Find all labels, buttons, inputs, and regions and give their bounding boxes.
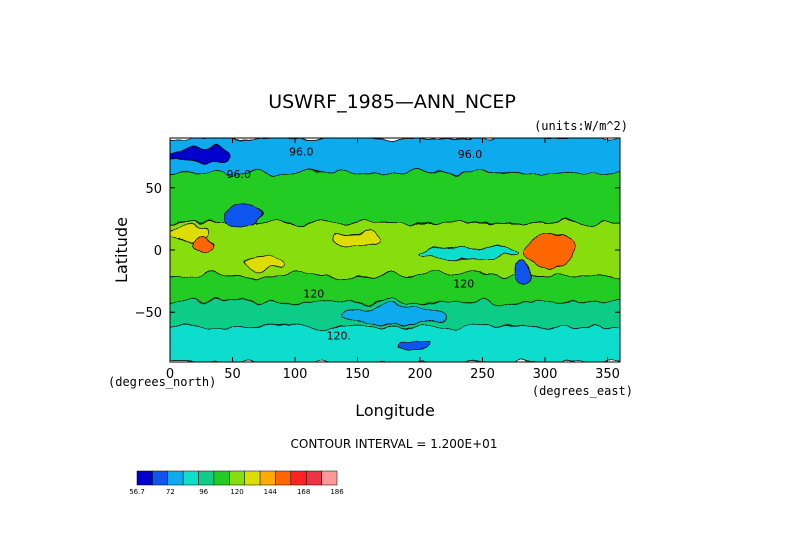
colorbar-tick-label: 186	[330, 488, 344, 496]
x-tick-label: 150	[345, 367, 370, 382]
contour-labels: 96.0 96.0 96.0 120 120. 120	[227, 145, 483, 342]
y-tick-label: 0	[154, 244, 162, 259]
x-tick-label: 300	[533, 367, 558, 382]
colorbar-tick-label: 168	[297, 488, 310, 496]
y-tick-label: 50	[145, 182, 162, 197]
x-tick-label: 350	[595, 367, 620, 382]
colorbar-swatch	[213, 470, 230, 486]
contour-interval-text: CONTOUR INTERVAL = 1.200E+01	[291, 437, 498, 451]
region-indian-ocean	[332, 233, 383, 247]
colorbar-swatch	[321, 470, 338, 486]
y-tick-label: −50	[135, 306, 162, 321]
contour-label: 96.0	[458, 148, 483, 161]
contour-label: 120	[303, 287, 324, 300]
chart-title: USWRF_1985—ANN_NCEP	[268, 91, 516, 113]
y-unit-label: (degrees_north)	[108, 375, 216, 389]
colorbar-swatch	[229, 470, 245, 486]
x-tick-label: 200	[408, 367, 433, 382]
x-axis-title: Longitude	[355, 401, 435, 420]
y-axis: 50 0 −50	[135, 182, 620, 321]
colorbar-swatch	[152, 470, 169, 486]
region-antarctic-coast	[394, 339, 433, 350]
region-greenland	[172, 147, 231, 164]
x-axis: 0 50 100 150 200 250 300 350	[166, 138, 620, 382]
region-andes	[513, 262, 533, 288]
colorbar: 56.7 72 96 120 144 168 186	[129, 470, 344, 496]
colorbar-tick-label: 72	[166, 488, 175, 496]
x-tick-label: 50	[224, 367, 241, 382]
y-axis-title: Latitude	[112, 217, 131, 283]
colorbar-swatch	[259, 470, 276, 486]
x-tick-label: 250	[470, 367, 495, 382]
region-tibet	[222, 204, 261, 226]
x-tick-label: 100	[283, 367, 308, 382]
colorbar-swatch	[198, 470, 215, 486]
colorbar-tick-label: 120	[230, 488, 243, 496]
colorbar-tick-label: 56.7	[129, 488, 145, 496]
region-equatorial-pacific	[419, 247, 521, 258]
colorbar-swatch	[244, 470, 261, 486]
contour-label: 96.0	[227, 168, 252, 181]
contour-label: 120.	[327, 330, 352, 343]
region-sahara-core	[192, 237, 216, 251]
heatmap-field	[170, 138, 620, 362]
region-southern-pacific	[344, 305, 446, 326]
colorbar-swatch	[275, 470, 292, 486]
x-unit-label: (degrees_east)	[532, 384, 633, 398]
colorbar-swatch	[305, 470, 322, 486]
contour-label: 96.0	[289, 145, 314, 158]
contour-label: 120	[453, 277, 474, 290]
x-tick-label: 0	[166, 367, 174, 382]
colorbar-tick-label: 96	[199, 488, 208, 496]
region-australia	[244, 254, 283, 270]
colorbar-swatch	[182, 470, 199, 486]
colorbar-tick-label: 144	[264, 488, 278, 496]
colorbar-swatch	[167, 470, 184, 486]
units-label: (units:W/m^2)	[534, 119, 628, 133]
colorbar-swatch	[136, 470, 153, 486]
region-southern-midlatitudes	[170, 274, 620, 304]
region-amazon	[525, 234, 577, 268]
colorbar-swatch	[290, 470, 307, 486]
